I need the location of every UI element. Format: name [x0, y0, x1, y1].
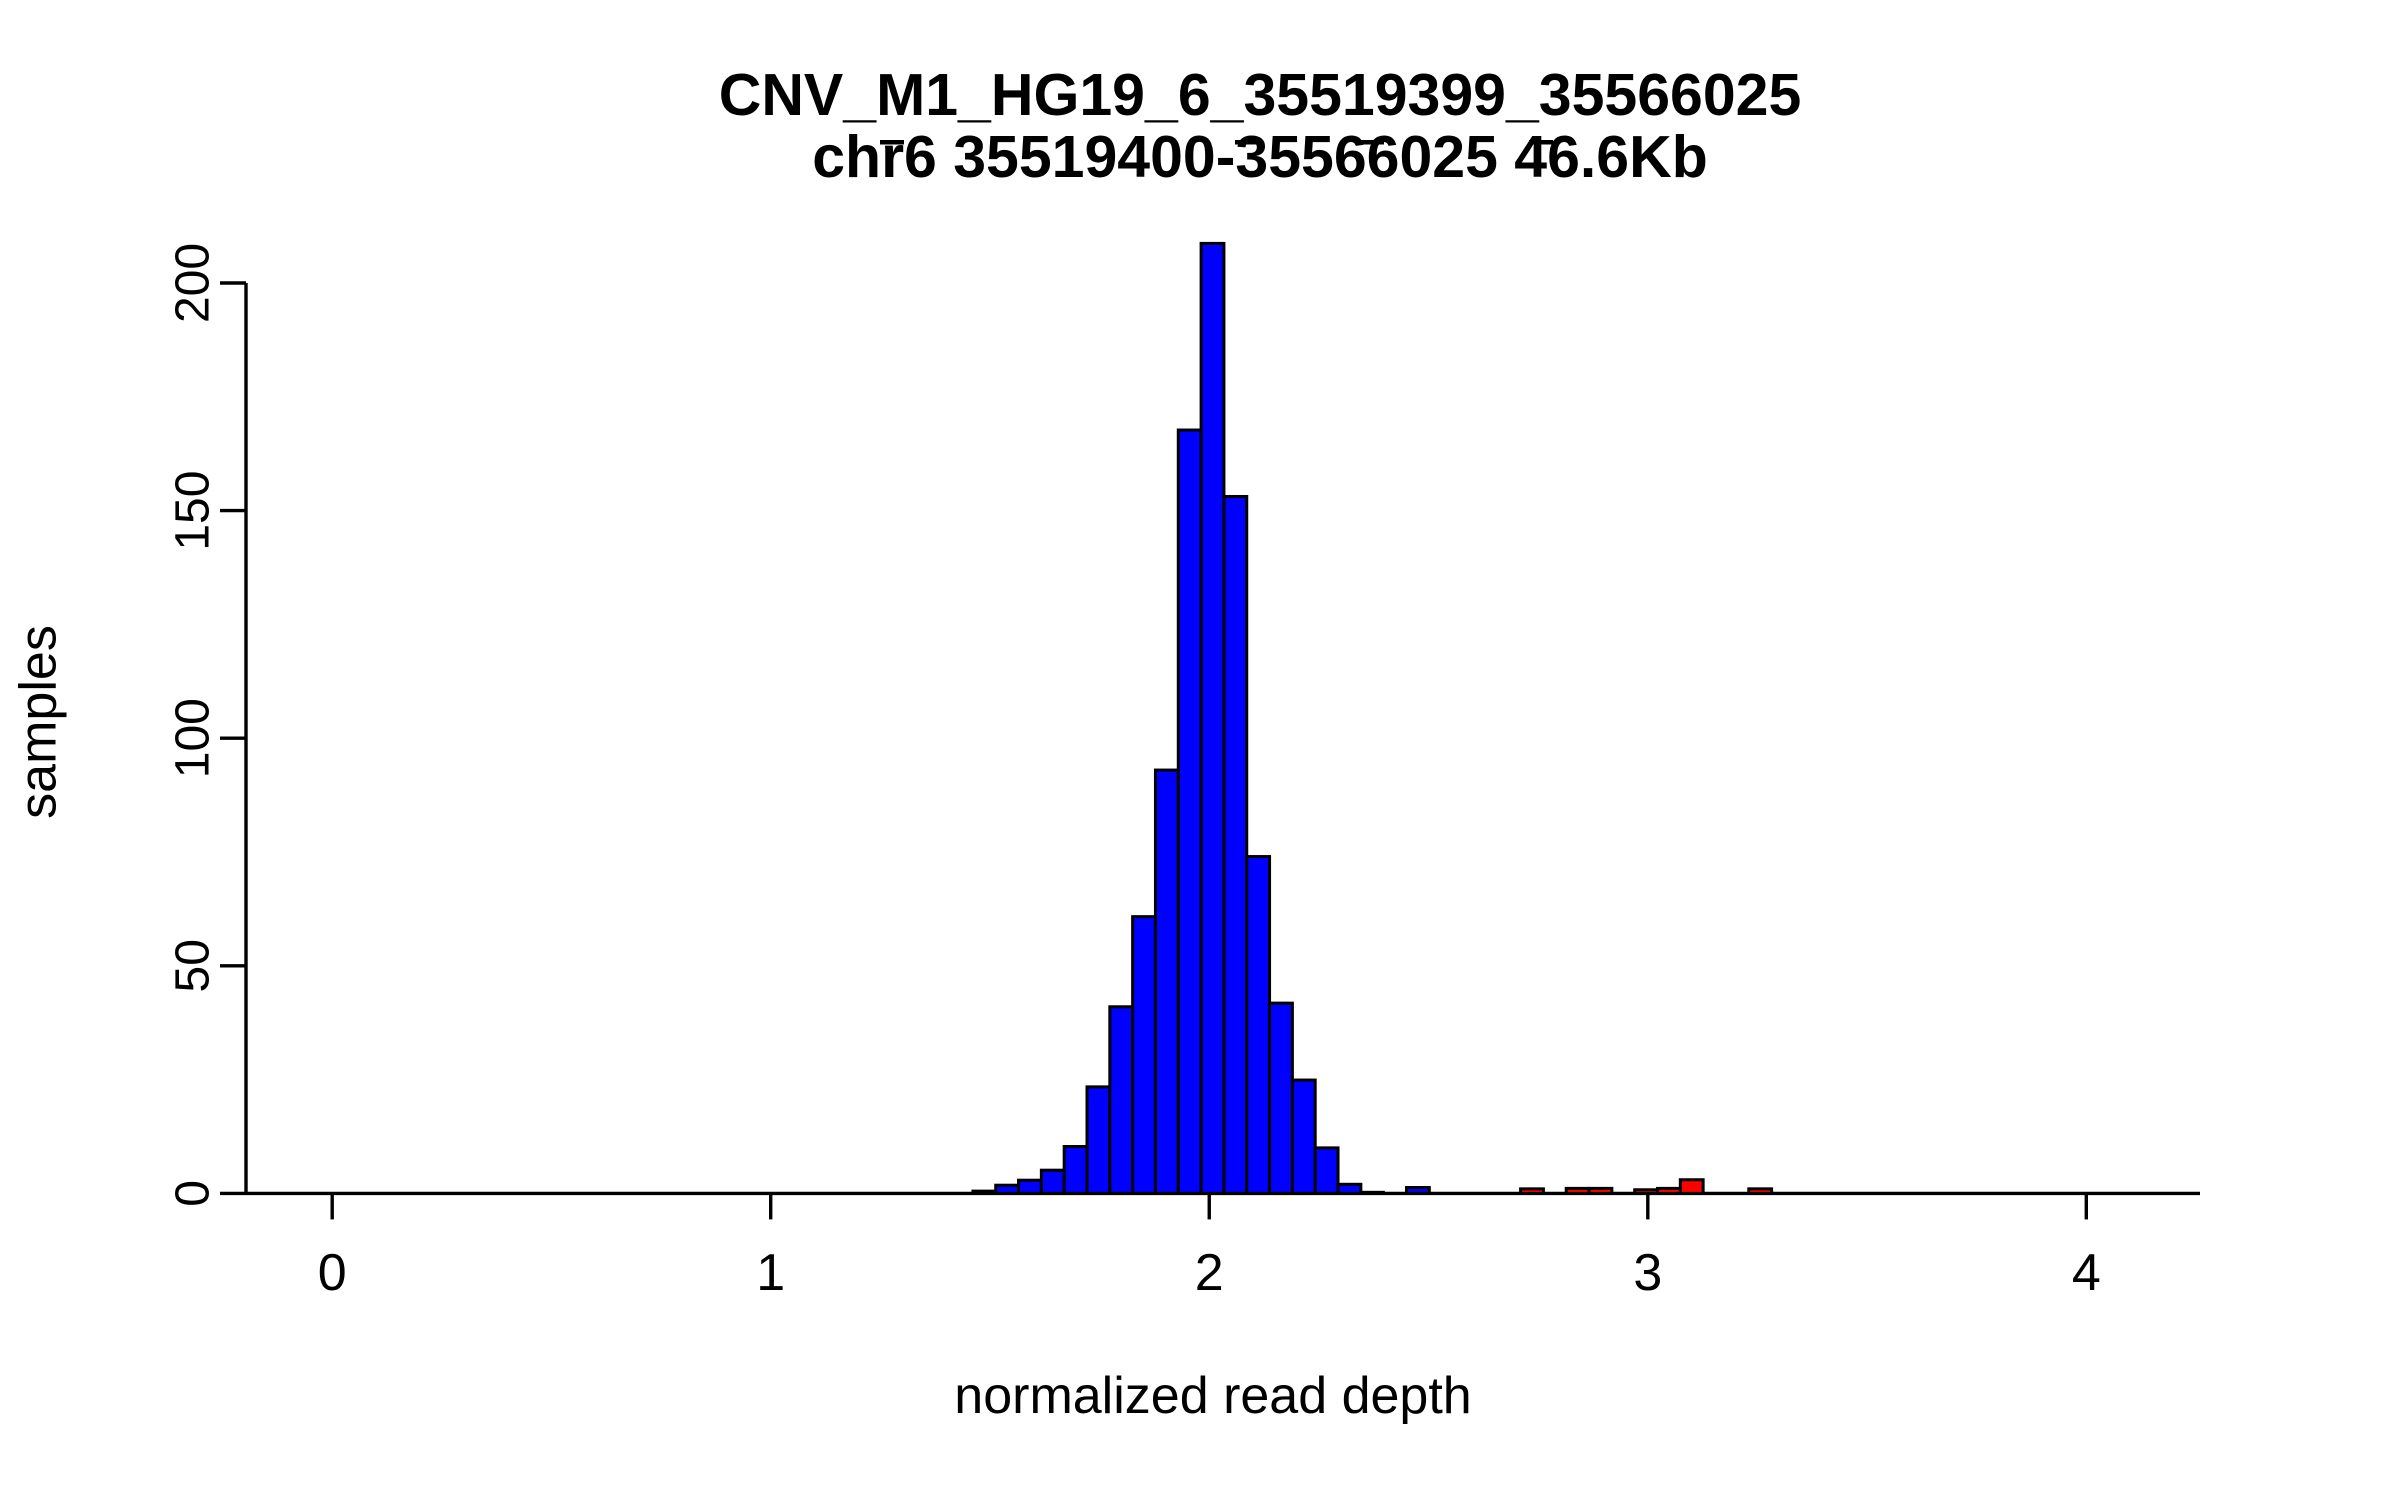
- svg-text:4: 4: [2072, 1244, 2101, 1302]
- svg-text:100: 100: [167, 698, 220, 778]
- svg-text:1: 1: [756, 1244, 785, 1302]
- svg-text:chr6 35519400-35566025 46.6Kb: chr6 35519400-35566025 46.6Kb: [812, 124, 1708, 190]
- svg-text:2: 2: [1195, 1244, 1224, 1302]
- svg-text:150: 150: [167, 471, 220, 551]
- svg-text:CNV_M1_HG19_6_35519399_3556602: CNV_M1_HG19_6_35519399_35566025: [719, 62, 1802, 128]
- svg-text:samples: samples: [10, 625, 68, 819]
- svg-text:0: 0: [167, 1180, 220, 1207]
- svg-text:0: 0: [318, 1244, 347, 1302]
- svg-text:3: 3: [1633, 1244, 1662, 1302]
- svg-text:50: 50: [167, 939, 220, 992]
- svg-text:200: 200: [167, 243, 220, 323]
- svg-text:normalized read depth: normalized read depth: [954, 1367, 1471, 1425]
